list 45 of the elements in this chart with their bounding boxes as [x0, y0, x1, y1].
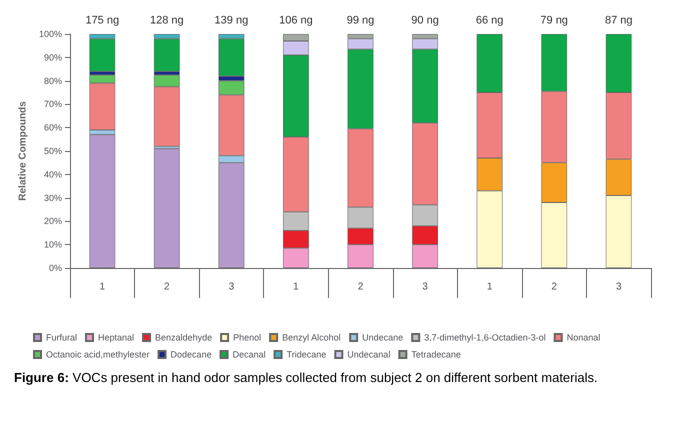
y-tick-label: 0%: [48, 263, 62, 273]
y-tick-label: 30%: [44, 192, 62, 203]
text: 66 ng: [476, 14, 504, 26]
legend-label: Furfural: [46, 332, 78, 342]
text: 87 ng: [604, 14, 632, 26]
x-tick-label: 1: [486, 282, 493, 292]
y-tick-label: 10%: [44, 240, 62, 250]
legend-label: Decanal: [232, 350, 266, 360]
x-tick-label: 3: [422, 282, 428, 292]
x-tick-label: 2: [358, 282, 364, 292]
x-tick-label: 3: [228, 282, 235, 292]
legend-label: Undecanal: [347, 350, 390, 360]
text: 175 ng: [85, 14, 120, 26]
x-tick-label: 2: [164, 282, 170, 292]
legend-label: Octanoic acid,methylester: [46, 350, 150, 360]
text: 139 ng: [214, 14, 248, 26]
legend-label: Benzyl Alcohol: [282, 332, 341, 342]
y-tick-label: 40%: [44, 169, 62, 180]
text: 106 ng: [279, 14, 313, 26]
y-tick-label: 80%: [44, 76, 62, 86]
legend-label: Dodecane: [170, 350, 212, 360]
legend-label: Nonanal: [566, 332, 600, 342]
y-tick-label: 90%: [44, 52, 62, 62]
caption: Figure 6: VOCs present in hand odor samples collected from subject 2 on different sorbent materials.: [13, 369, 599, 387]
y-tick-label: 50%: [44, 146, 62, 156]
x-tick-label: 1: [293, 282, 300, 292]
text: 128 ng: [150, 14, 184, 26]
text: 99 ng: [346, 14, 374, 26]
y-tick-label: 100%: [38, 29, 62, 39]
y-axis-title: Relative Compounds: [18, 100, 29, 201]
legend-label: Undecane: [362, 332, 404, 342]
text: 90 ng: [411, 14, 439, 26]
legend-label: 3,7-dimethyl-1,6-Octadien-3-ol: [424, 332, 546, 342]
legend-label: Phenol: [233, 332, 262, 342]
legend-label: Heptanal: [98, 332, 134, 342]
x-tick-label: 3: [616, 282, 622, 292]
x-tick-label: 1: [99, 282, 106, 292]
y-tick-label: 60%: [44, 122, 62, 133]
legend-label: Benzaldehyde: [155, 332, 212, 342]
y-tick-label: 20%: [44, 216, 62, 226]
text: 79 ng: [540, 14, 568, 26]
legend-label: Tetradecane: [411, 350, 461, 360]
legend-label: Tridecane: [286, 350, 326, 360]
x-tick-label: 2: [551, 282, 558, 292]
y-tick-label: 70%: [44, 99, 62, 110]
